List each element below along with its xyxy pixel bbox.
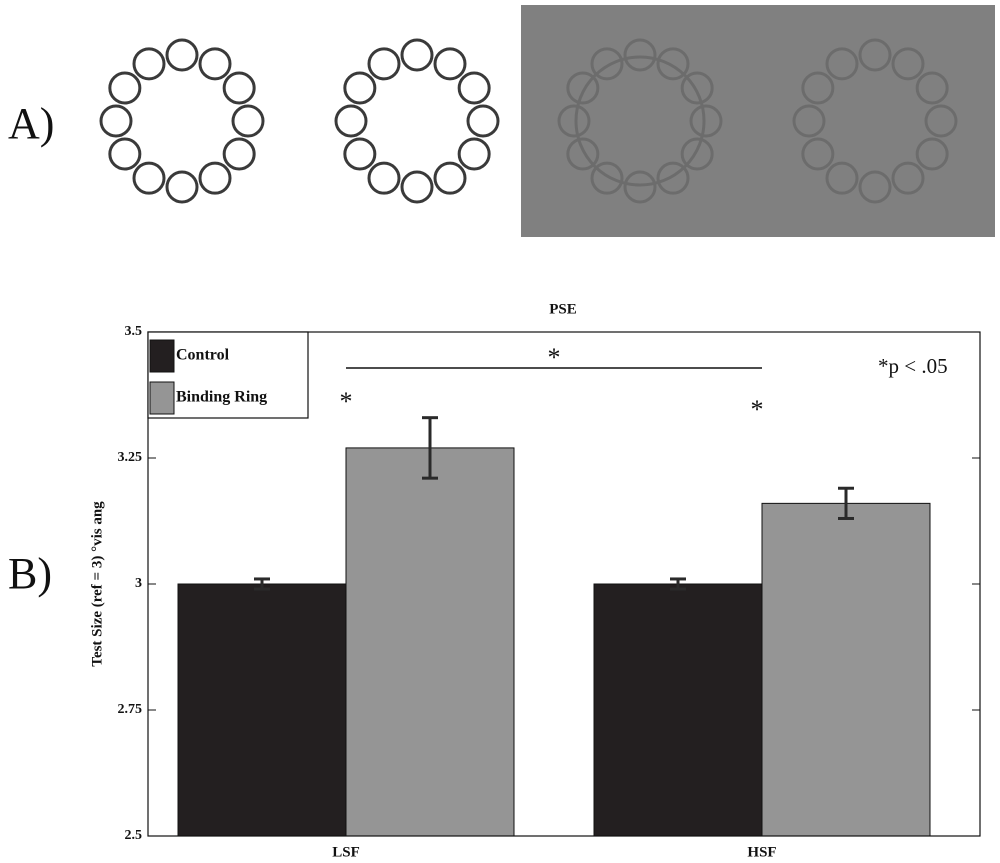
panel-label: A) [8, 99, 54, 148]
ring-element [222, 137, 256, 171]
ring-element [108, 137, 142, 171]
ring-element [858, 170, 892, 204]
ring-element [132, 47, 166, 81]
ring-element [198, 161, 232, 195]
legend-box [147, 331, 309, 419]
ring-element [400, 38, 434, 72]
error-bar [254, 577, 270, 591]
legend-swatch [149, 339, 175, 373]
ring-element [231, 104, 265, 138]
ring-element [590, 161, 624, 195]
bar [761, 502, 931, 837]
ring-element [623, 38, 657, 72]
ring-element [334, 104, 368, 138]
ring-element [566, 71, 600, 105]
error-bar [670, 577, 686, 591]
ring-stimulus [792, 38, 958, 204]
ring-element [590, 47, 624, 81]
binding-ring [574, 55, 706, 187]
ring-element [825, 161, 859, 195]
ring-element [566, 137, 600, 171]
ring-element [801, 71, 835, 105]
ring-element [343, 71, 377, 105]
ring-element [801, 137, 835, 171]
ring-element [792, 104, 826, 138]
ring-element [132, 161, 166, 195]
significance-star: * [548, 343, 561, 372]
ring-element [99, 104, 133, 138]
ring-stimulus [99, 38, 265, 204]
ring-stimulus [557, 38, 723, 204]
ring-element [367, 161, 401, 195]
chart-title: PSE [549, 301, 577, 317]
y-tick-label: 2.75 [118, 702, 143, 717]
ring-element [433, 47, 467, 81]
ring-element [858, 38, 892, 72]
legend-label: Control [176, 347, 230, 364]
ring-element [825, 47, 859, 81]
error-bar [838, 486, 854, 520]
y-tick-label: 2.5 [125, 828, 143, 843]
x-tick-label: HSF [747, 844, 776, 860]
ring-element [623, 170, 657, 204]
ring-element [924, 104, 958, 138]
significance-star: * [751, 395, 764, 424]
gray-background [521, 5, 995, 237]
plot-frame [147, 331, 981, 837]
ring-element [400, 170, 434, 204]
ring-element [915, 71, 949, 105]
bar [177, 583, 347, 837]
bar [345, 447, 515, 837]
ring-element [680, 137, 714, 171]
ring-element [656, 161, 690, 195]
panel-label: B) [8, 549, 52, 598]
ring-element [656, 47, 690, 81]
bar [593, 583, 763, 837]
stimuli [99, 38, 958, 204]
ring-element [689, 104, 723, 138]
ring-stimulus [334, 38, 500, 204]
legend-label: Binding Ring [176, 389, 267, 406]
ring-element [557, 104, 591, 138]
ring-element [915, 137, 949, 171]
ring-element [433, 161, 467, 195]
y-tick-label: 3.25 [118, 450, 143, 465]
y-axis-label: Test Size (ref = 3) °vis ang [89, 501, 105, 667]
y-tick-label: 3.5 [125, 324, 143, 339]
significance-note: *p < .05 [878, 354, 948, 378]
y-tick-label: 3 [135, 576, 142, 591]
ring-element [680, 71, 714, 105]
ring-element [198, 47, 232, 81]
x-tick-label: LSF [332, 844, 360, 860]
significance-star: * [340, 387, 353, 416]
ring-element [891, 47, 925, 81]
ring-element [457, 71, 491, 105]
ring-element [165, 38, 199, 72]
ring-element [343, 137, 377, 171]
legend-swatch [149, 381, 175, 415]
ring-element [457, 137, 491, 171]
ring-element [108, 71, 142, 105]
ring-element [165, 170, 199, 204]
ring-element [367, 47, 401, 81]
ring-element [466, 104, 500, 138]
ring-element [891, 161, 925, 195]
error-bar [422, 416, 438, 480]
ring-element [222, 71, 256, 105]
